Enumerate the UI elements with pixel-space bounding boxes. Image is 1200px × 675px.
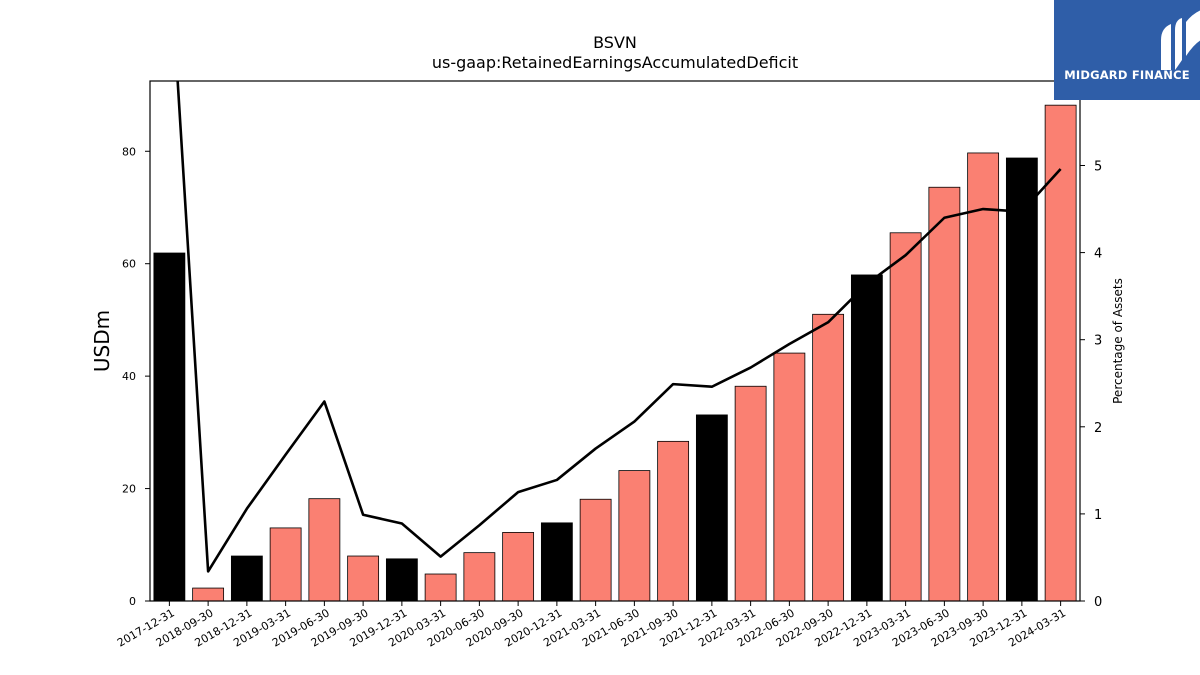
- chart-subtitle: us-gaap:RetainedEarningsAccumulatedDefic…: [432, 53, 798, 72]
- bar-2019-03-31: [269, 527, 302, 602]
- bar-2021-03-31: [579, 498, 612, 602]
- y-tick-label: 20: [122, 483, 136, 496]
- bar-2021-09-30: [657, 440, 690, 602]
- bar-2023-03-31: [889, 232, 922, 602]
- y2-tick-label: 2: [1094, 421, 1102, 436]
- bar-2020-03-31: [424, 573, 457, 602]
- bar-2020-12-31: [540, 522, 573, 602]
- bar-2022-09-30: [812, 313, 845, 602]
- bar-2023-09-30: [967, 152, 1000, 602]
- y-tick-label: 0: [129, 595, 136, 608]
- bar-2023-06-30: [928, 186, 961, 602]
- bar-2020-06-30: [463, 552, 496, 602]
- brand-logo: MIDGARD FINANCE: [1054, 0, 1200, 100]
- y-tick-label: 40: [122, 370, 136, 383]
- y2-tick-label: 5: [1094, 159, 1102, 174]
- bar-2023-12-31: [1005, 157, 1038, 602]
- bar-2017-12-31: [153, 252, 186, 602]
- bar-2021-12-31: [695, 414, 728, 602]
- bar-2019-12-31: [385, 558, 418, 602]
- series-line: [176, 81, 1062, 573]
- y-tick-label: 60: [122, 258, 136, 271]
- bars-layer: [153, 104, 1077, 602]
- bar-2022-12-31: [850, 274, 883, 602]
- plot-frame: [149, 80, 1081, 602]
- bar-2018-12-31: [230, 555, 263, 602]
- bar-2024-03-31: [1044, 104, 1077, 602]
- y2-axis-label: Percentage of Assets: [1111, 278, 1125, 404]
- bar-2020-09-30: [502, 532, 535, 602]
- y2-tick-label: 4: [1094, 247, 1102, 262]
- y-tick-label: 80: [122, 145, 136, 158]
- y2-tick-label: 1: [1094, 508, 1102, 523]
- bar-2018-09-30: [192, 587, 225, 602]
- y2-tick-label: 3: [1094, 334, 1102, 349]
- logo-mark-icon: [1161, 10, 1200, 70]
- chart-title: BSVN: [593, 33, 637, 52]
- bar-2019-09-30: [347, 555, 380, 602]
- line-layer: [176, 81, 1062, 573]
- bar-2022-06-30: [773, 352, 806, 602]
- y-axis-label: USDm: [90, 310, 114, 372]
- y2-tick-label: 0: [1094, 595, 1102, 610]
- bar-2022-03-31: [734, 385, 767, 602]
- logo-text: MIDGARD FINANCE: [1064, 68, 1190, 82]
- bar-2021-06-30: [618, 470, 651, 602]
- bar-2019-06-30: [308, 498, 341, 602]
